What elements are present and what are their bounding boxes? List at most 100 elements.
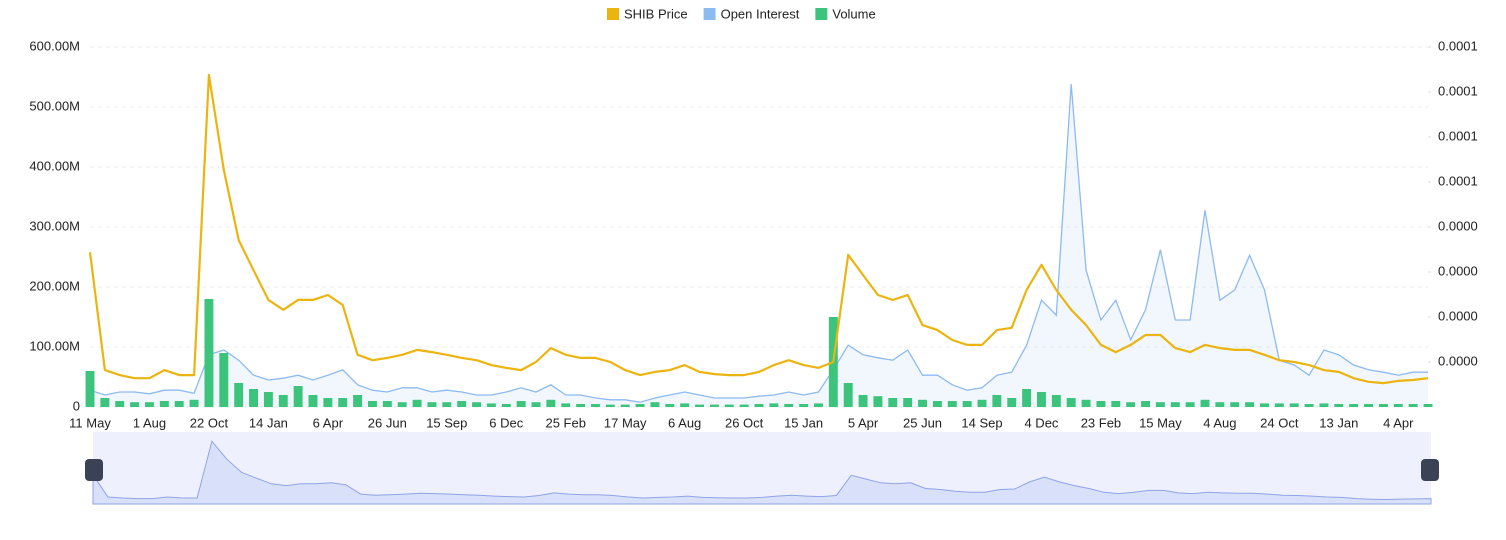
legend-label[interactable]: Open Interest bbox=[721, 6, 800, 21]
volume-bar bbox=[397, 402, 407, 407]
volume-bar bbox=[249, 389, 258, 407]
volume-bar bbox=[353, 395, 363, 407]
x-tick-label: 5 Apr bbox=[848, 415, 879, 430]
legend-label[interactable]: SHIB Price bbox=[624, 6, 688, 21]
volume-bar bbox=[903, 398, 913, 407]
x-tick-label: 25 Feb bbox=[545, 415, 585, 430]
volume-bar bbox=[204, 299, 214, 407]
volume-bar bbox=[650, 402, 660, 407]
volume-bar bbox=[1022, 389, 1032, 407]
legend-swatch[interactable] bbox=[815, 8, 828, 20]
y-tick-label: 300.00M bbox=[29, 218, 80, 233]
x-tick-label: 15 Jan bbox=[784, 415, 823, 430]
x-tick-label: 25 Jun bbox=[903, 415, 942, 430]
volume-bar bbox=[1289, 403, 1299, 407]
plot bbox=[85, 73, 1433, 407]
volume-bar bbox=[769, 403, 779, 407]
legend-label[interactable]: Volume bbox=[832, 6, 875, 21]
y-tick-label: 400.00M bbox=[29, 158, 80, 173]
volume-bar bbox=[962, 401, 972, 407]
y-tick-label: 600.00M bbox=[29, 38, 80, 53]
volume-bar bbox=[174, 401, 184, 407]
volume-bar bbox=[145, 402, 154, 407]
navigator-area bbox=[92, 440, 1432, 505]
navigator-handle[interactable] bbox=[1421, 459, 1439, 481]
volume-bar bbox=[1185, 402, 1195, 407]
legend-swatch[interactable] bbox=[703, 8, 716, 20]
volume-bar bbox=[1334, 404, 1344, 407]
y-tick-label: 0 bbox=[73, 398, 80, 413]
volume-bar bbox=[709, 404, 719, 407]
volume-bar bbox=[1319, 403, 1329, 407]
volume-bar bbox=[159, 401, 169, 407]
x-tick-label: 13 Jan bbox=[1319, 415, 1358, 430]
volume-bar bbox=[843, 383, 853, 407]
volume-bar bbox=[130, 402, 140, 407]
volume-bar bbox=[382, 401, 392, 407]
volume-bar bbox=[605, 404, 615, 407]
y2-tick-label: 0.0001 bbox=[1438, 38, 1478, 53]
volume-bar bbox=[754, 404, 764, 407]
x-tick-label: 14 Sep bbox=[961, 415, 1002, 430]
x-tick-label: 26 Jun bbox=[368, 415, 407, 430]
volume-bar bbox=[873, 396, 883, 407]
navigator-handle[interactable] bbox=[85, 459, 103, 481]
x-tick-label: 1 Aug bbox=[133, 415, 166, 430]
volume-bar bbox=[338, 398, 348, 407]
volume-bar bbox=[620, 404, 630, 407]
volume-bar bbox=[1037, 392, 1046, 407]
volume-bar bbox=[680, 403, 690, 407]
volume-bar bbox=[1230, 402, 1240, 407]
volume-bar bbox=[665, 404, 675, 407]
volume-bar bbox=[234, 383, 244, 407]
volume-bar bbox=[293, 386, 303, 407]
y2-tick-label: 0.0000 bbox=[1438, 218, 1478, 233]
x-tick-label: 6 Aug bbox=[668, 415, 701, 430]
legend-swatch[interactable] bbox=[607, 8, 619, 20]
x-tick-label: 4 Aug bbox=[1203, 415, 1236, 430]
x-tick-label: 14 Jan bbox=[249, 415, 288, 430]
volume-bar bbox=[516, 401, 526, 407]
volume-bar bbox=[1111, 401, 1121, 407]
volume-bar bbox=[888, 398, 898, 407]
volume-bar bbox=[1007, 398, 1017, 407]
volume-bar bbox=[323, 398, 333, 407]
price-line bbox=[88, 73, 1429, 385]
volume-bar bbox=[1393, 404, 1403, 407]
volume-bar bbox=[189, 399, 199, 407]
volume-bar bbox=[918, 399, 927, 407]
volume-bar bbox=[1408, 404, 1418, 407]
y-tick-label: 200.00M bbox=[29, 278, 80, 293]
x-tick-label: 11 May bbox=[69, 415, 111, 430]
volume-bar bbox=[1051, 395, 1061, 407]
volume-bar bbox=[1274, 403, 1284, 407]
volume-bar bbox=[1304, 404, 1314, 407]
volume-bar bbox=[591, 404, 600, 407]
y2-tick-label: 0.0000 bbox=[1438, 353, 1478, 368]
volume-bar bbox=[1066, 398, 1076, 407]
volume-bar bbox=[1155, 402, 1165, 407]
volume-bar bbox=[457, 401, 467, 407]
x-tick-label: 15 Sep bbox=[426, 415, 467, 430]
volume-bar bbox=[1423, 404, 1433, 407]
volume-bar bbox=[814, 403, 823, 407]
volume-bar bbox=[219, 353, 229, 407]
volume-bar bbox=[1081, 399, 1091, 407]
volume-bar bbox=[368, 401, 377, 407]
x-tick-label: 6 Apr bbox=[313, 415, 344, 430]
volume-bar bbox=[635, 404, 645, 407]
x-tick-label: 4 Apr bbox=[1383, 415, 1414, 430]
open-interest-line bbox=[89, 84, 1428, 403]
x-tick-label: 17 May bbox=[604, 415, 647, 430]
y2-tick-label: 0.0001 bbox=[1438, 83, 1478, 98]
volume-bar bbox=[1260, 403, 1269, 407]
volume-bar bbox=[724, 404, 734, 407]
volume-bar bbox=[1364, 404, 1373, 407]
x-tick-label: 24 Oct bbox=[1260, 415, 1299, 430]
y-tick-label: 500.00M bbox=[29, 98, 80, 113]
volume-bar bbox=[486, 403, 496, 407]
volume-bar bbox=[472, 402, 481, 407]
y2-tick-label: 0.0001 bbox=[1438, 128, 1478, 143]
y2-tick-label: 0.0001 bbox=[1438, 173, 1478, 188]
volume-bar bbox=[932, 401, 942, 407]
